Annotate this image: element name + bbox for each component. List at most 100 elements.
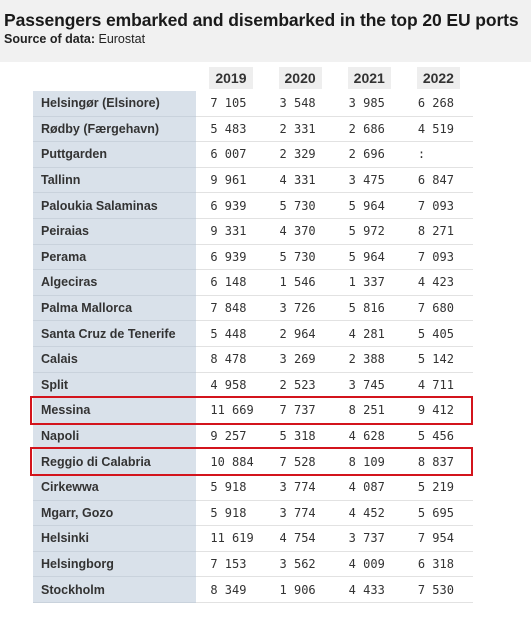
table-row: Perama 6 939 5 730 5 964 7 093 [33,244,473,271]
value-cell: 11 669 [196,397,266,424]
value-cell: 7 528 [265,448,335,475]
value-cell: : [403,141,473,168]
value-cell: 7 680 [403,295,473,322]
table-row: Helsingborg 7 153 3 562 4 009 6 318 [33,551,473,578]
table-row: Santa Cruz de Tenerife 5 448 2 964 4 281 5 4… [33,320,473,347]
value-cell: 5 964 [334,192,404,219]
value-cell: 4 433 [334,576,404,603]
value-cell: 3 562 [265,551,335,578]
value-cell: 5 730 [265,244,335,271]
table-row: Helsinki 11 619 4 754 3 737 7 954 [33,525,473,552]
table-row: Split 4 958 2 523 3 745 4 711 [33,372,473,399]
port-name-cell: Messina [33,397,197,424]
year-column-header: 2019 [196,65,266,91]
value-cell: 4 331 [265,167,335,194]
value-cell: 5 695 [403,500,473,527]
table-row: Stockholm 8 349 1 906 4 433 7 530 [33,576,473,603]
ports-table: 2019 2020 2021 2022 Helsingør (Elsinore)… [33,65,473,603]
value-cell: 3 745 [334,372,404,399]
port-name-cell: Napoli [33,423,197,450]
table-row: Messina 11 669 7 737 8 251 9 412 [33,397,473,424]
value-cell: 5 918 [196,500,266,527]
table-row: Tallinn 9 961 4 331 3 475 6 847 [33,167,473,194]
value-cell: 5 405 [403,320,473,347]
year-column-header: 2020 [265,65,335,91]
value-cell: 6 268 [403,91,473,117]
table-row: Reggio di Calabria 10 884 7 528 8 109 8 837 [33,448,473,475]
table-header-row: 2019 2020 2021 2022 [33,65,473,91]
value-cell: 7 153 [196,551,266,578]
value-cell: 5 318 [265,423,335,450]
value-cell: 5 456 [403,423,473,450]
value-cell: 2 329 [265,141,335,168]
value-cell: 2 686 [334,116,404,143]
port-name-cell: Helsingør (Elsinore) [33,91,197,117]
table-row: Puttgarden 6 007 2 329 2 696: [33,141,473,168]
port-name-cell: Reggio di Calabria [33,448,197,475]
source-line: Source of data: Eurostat [4,32,531,46]
table-row: Peiraias 9 331 4 370 5 972 8 271 [33,218,473,245]
value-cell: 8 837 [403,448,473,475]
value-cell: 8 478 [196,346,266,373]
value-cell: 9 257 [196,423,266,450]
value-cell: 2 331 [265,116,335,143]
port-name-cell: Puttgarden [33,141,197,168]
table-row: Rødby (Færgehavn) 5 483 2 331 2 686 4 519 [33,116,473,143]
value-cell: 4 628 [334,423,404,450]
value-cell: 2 388 [334,346,404,373]
ports-table-container: 2019 2020 2021 2022 Helsingør (Elsinore)… [30,65,473,603]
value-cell: 6 939 [196,192,266,219]
port-name-cell: Helsingborg [33,551,197,578]
port-name-cell: Mgarr, Gozo [33,500,197,527]
value-cell: 5 483 [196,116,266,143]
value-cell: 3 726 [265,295,335,322]
port-name-cell: Tallinn [33,167,197,194]
port-name-cell: Helsinki [33,525,197,552]
value-cell: 3 548 [265,91,335,117]
value-cell: 7 105 [196,91,266,117]
value-cell: 3 269 [265,346,335,373]
port-name-cell: Peiraias [33,218,197,245]
value-cell: 7 954 [403,525,473,552]
value-cell: 1 546 [265,269,335,296]
port-name-cell: Santa Cruz de Tenerife [33,320,197,347]
value-cell: 6 847 [403,167,473,194]
year-column-header: 2022 [403,65,473,91]
port-name-cell: Paloukia Salaminas [33,192,197,219]
value-cell: 4 009 [334,551,404,578]
table-row: Algeciras 6 148 1 546 1 337 4 423 [33,269,473,296]
table-row: Mgarr, Gozo 5 918 3 774 4 452 5 695 [33,500,473,527]
value-cell: 8 349 [196,576,266,603]
table-body: Helsingør (Elsinore) 7 105 3 548 3 985 6 268… [33,91,473,603]
port-name-cell: Perama [33,244,197,271]
value-cell: 3 475 [334,167,404,194]
value-cell: 10 884 [196,448,266,475]
value-cell: 2 696 [334,141,404,168]
value-cell: 9 961 [196,167,266,194]
value-cell: 9 412 [403,397,473,424]
value-cell: 1 337 [334,269,404,296]
port-name-cell: Stockholm [33,576,197,603]
port-name-cell: Cirkewwa [33,474,197,501]
value-cell: 8 109 [334,448,404,475]
value-cell: 5 816 [334,295,404,322]
value-cell: 8 271 [403,218,473,245]
table-row: Napoli 9 257 5 318 4 628 5 456 [33,423,473,450]
value-cell: 7 737 [265,397,335,424]
value-cell: 3 985 [334,91,404,117]
year-column-header: 2021 [334,65,404,91]
chart-header: Passengers embarked and disembarked in t… [0,0,531,62]
port-name-cell: Algeciras [33,269,197,296]
value-cell: 6 148 [196,269,266,296]
value-cell: 4 711 [403,372,473,399]
source-value: Eurostat [98,32,146,46]
port-name-cell: Split [33,372,197,399]
value-cell: 6 939 [196,244,266,271]
value-cell: 4 087 [334,474,404,501]
value-cell: 1 906 [265,576,335,603]
value-cell: 8 251 [334,397,404,424]
value-cell: 6 318 [403,551,473,578]
value-cell: 5 972 [334,218,404,245]
value-cell: 5 964 [334,244,404,271]
value-cell: 6 007 [196,141,266,168]
